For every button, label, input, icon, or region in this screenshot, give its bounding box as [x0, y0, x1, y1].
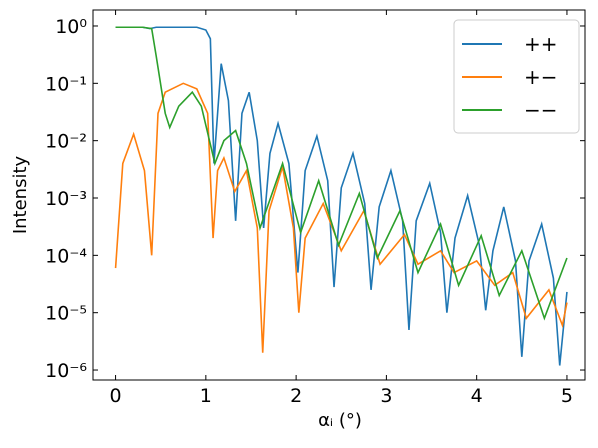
- x-tick-label: 5: [561, 385, 573, 407]
- y-axis-label: Intensity: [10, 155, 31, 234]
- x-tick-label: 4: [471, 385, 483, 407]
- x-tick-label: 0: [110, 385, 122, 407]
- y-tick-label: 10⁻²: [45, 131, 87, 153]
- series-line: [115, 26, 568, 321]
- x-tick-label: 2: [290, 385, 302, 407]
- y-tick-label: 10⁰: [55, 16, 87, 38]
- y-tick-label: 10⁻⁶: [45, 360, 87, 382]
- series-line: [115, 26, 568, 366]
- x-axis-label: αᵢ (°): [318, 410, 362, 431]
- y-tick-label: 10⁻³: [45, 188, 87, 210]
- y-tick-label: 10⁻⁵: [45, 303, 87, 325]
- legend-box: [453, 19, 580, 134]
- series-line: [114, 82, 568, 353]
- y-tick-label: 10⁻¹: [45, 73, 87, 95]
- plot-frame: [92, 9, 586, 381]
- y-tick-label: 10⁻⁴: [45, 245, 87, 267]
- legend-label: −−: [524, 98, 558, 122]
- x-tick-label: 1: [200, 385, 212, 407]
- x-tick-label: 3: [380, 385, 392, 407]
- legend-label: ++: [524, 32, 558, 56]
- legend-label: +−: [524, 65, 558, 89]
